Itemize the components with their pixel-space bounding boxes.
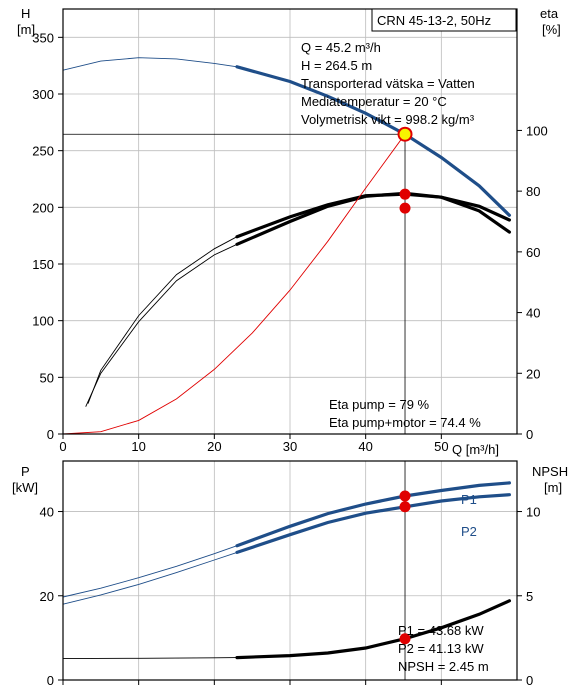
- bottom-right-tick-label: 10: [526, 505, 540, 520]
- top-left-tick-label: 200: [32, 200, 54, 215]
- x-tick-label: 40: [358, 439, 372, 454]
- top-left-tick-label: 150: [32, 257, 54, 272]
- chart-title: CRN 45-13-2, 50Hz: [377, 13, 491, 28]
- series-thick-line: [235, 599, 511, 660]
- top-right-tick-label: 40: [526, 306, 540, 321]
- series-thin-line: [87, 236, 238, 404]
- bottom-right-axis-unit: [m]: [544, 480, 562, 495]
- axis-tick-labels: 0 10 20 30 40 5005010015020025030035002040608…: [32, 30, 547, 688]
- bottom-left-tick-label: 20: [40, 589, 54, 604]
- bottom-right-tick-label: 5: [526, 589, 533, 604]
- series-thin-line: [62, 545, 238, 598]
- x-tick-label: 0: [59, 439, 66, 454]
- top-left-tick-label: 100: [32, 314, 54, 329]
- series-thick-line: [235, 493, 511, 554]
- top-right-tick-label: 20: [526, 366, 540, 381]
- top-left-axis-unit: [m]: [17, 22, 35, 37]
- bottom-right-tick-label: 0: [526, 673, 533, 688]
- bottom-left-tick-label: 40: [40, 505, 54, 520]
- top-right-axis-label: eta: [540, 6, 559, 21]
- p1-series-label: P1: [461, 492, 477, 507]
- series-thick-line: [235, 65, 511, 217]
- info-h: H = 264.5 m: [301, 58, 372, 73]
- series-thin-line: [85, 243, 238, 407]
- series-thin-line: [62, 657, 238, 660]
- top-right-tick-label: 100: [526, 123, 548, 138]
- npsh-point: [399, 633, 411, 645]
- x-tick-label: 50: [434, 439, 448, 454]
- series-thin-line: [62, 551, 238, 605]
- info-p1: P1 = 43.68 kW: [398, 623, 484, 638]
- series-thin-line: [62, 133, 406, 435]
- series-thick-line: [235, 191, 511, 246]
- top-left-tick-label: 0: [47, 427, 54, 442]
- top-right-axis-unit: [%]: [542, 22, 561, 37]
- bottom-left-tick-label: 0: [47, 673, 54, 688]
- top-left-tick-label: 250: [32, 144, 54, 159]
- top-chart-grid: [63, 9, 517, 434]
- eta-pump-motor-label: Eta pump+motor = 74.4 %: [329, 415, 481, 430]
- bottom-chart-grid: [63, 461, 517, 680]
- series-thick-line: [235, 481, 511, 548]
- info-npsh: NPSH = 2.45 m: [398, 659, 489, 674]
- top-left-tick-label: 350: [32, 30, 54, 45]
- info-density: Volymetrisk vikt = 998.2 kg/m³: [301, 112, 475, 127]
- bottom-left-axis-unit: [kW]: [12, 480, 38, 495]
- top-plot-frame: [62, 8, 518, 435]
- x-tick-label: 10: [131, 439, 145, 454]
- x-tick-label: 20: [207, 439, 221, 454]
- eta-pump-label: Eta pump = 79 %: [329, 397, 430, 412]
- operating-markers: [63, 126, 413, 680]
- top-left-tick-label: 50: [40, 370, 54, 385]
- info-temp: Mediatemperatur = 20 °C: [301, 94, 447, 109]
- series-thick-line: [235, 192, 511, 239]
- info-p2: P2 = 41.13 kW: [398, 641, 484, 656]
- power-point: [399, 490, 411, 502]
- info-q: Q = 45.2 m³/h: [301, 40, 381, 55]
- info-fluid: Transporterad vätska = Vatten: [301, 76, 475, 91]
- top-right-tick-label: 80: [526, 184, 540, 199]
- p2-series-label: P2: [461, 524, 477, 539]
- series-thin-line: [62, 57, 238, 71]
- x-tick-label: 30: [283, 439, 297, 454]
- power-point: [399, 501, 411, 513]
- bottom-plot-frame: [62, 460, 518, 681]
- curves: [62, 57, 511, 660]
- top-left-tick-label: 300: [32, 87, 54, 102]
- eta-point: [399, 202, 411, 214]
- chart-title-box: [371, 8, 517, 32]
- top-left-axis-label: H: [21, 6, 30, 21]
- top-right-tick-label: 0: [526, 427, 533, 442]
- x-axis-label: Q [m³/h]: [452, 442, 499, 457]
- bottom-right-axis-label: NPSH: [532, 464, 568, 479]
- operating-point-marker: [397, 126, 413, 142]
- eta-point: [399, 188, 411, 200]
- top-right-tick-label: 60: [526, 245, 540, 260]
- bottom-left-axis-label: P: [21, 464, 30, 479]
